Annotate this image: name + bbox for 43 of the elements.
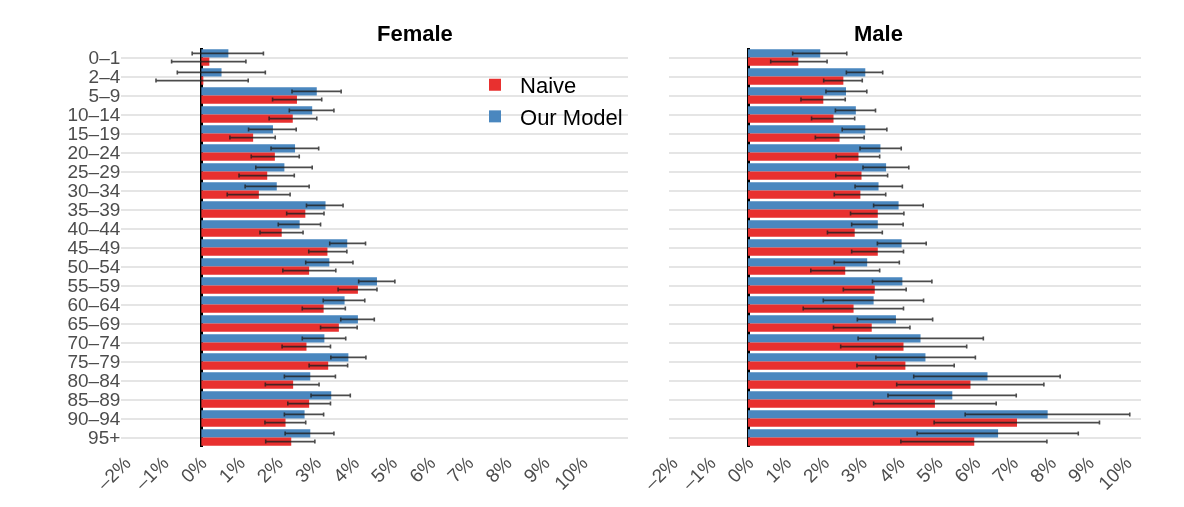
x-tick-label: 4% [874,452,909,487]
y-tick-label: 0–1 [88,47,121,69]
legend-label: Naive [520,73,577,99]
y-tick-label: 95+ [88,427,121,449]
y-tick-label: 50–54 [67,256,121,278]
x-tick-label: 6% [405,452,440,487]
y-tick-label: 65–69 [67,313,121,335]
x-tick-label: 7% [443,452,478,487]
x-tick-label: 1% [761,452,796,487]
chart-title: Female [377,21,453,46]
x-tick-label: 5% [367,452,402,487]
y-tick-label: 5–9 [88,85,121,107]
y-tick-label: 75–79 [67,351,121,373]
x-tick-label: 0% [176,452,211,487]
x-tick-label: 2% [252,452,288,487]
x-tick-label: 0% [723,452,758,487]
x-tick-label: 7% [988,452,1023,487]
y-tick-label: 70–74 [67,332,121,354]
x-tick-label: 3% [290,452,326,487]
x-tick-label: 3% [836,452,872,487]
x-tick-label: 6% [950,452,985,487]
y-tick-label: 10–14 [67,104,121,126]
y-tick-label: 40–44 [67,218,121,240]
y-tick-label: 2–4 [88,66,121,88]
chart-title: Male [854,21,903,46]
x-tick-label: 1% [214,452,250,487]
y-tick-label: 20–24 [67,142,121,164]
y-tick-label: 15–19 [67,123,121,145]
y-tick-label: 30–34 [67,180,121,202]
y-tick-label: 85–89 [67,389,121,411]
x-tick-label: 8% [481,452,516,487]
y-tick-label: 45–49 [67,237,121,259]
x-tick-label: 2% [798,452,834,487]
y-tick-label: 60–64 [67,294,121,316]
x-tick-label: 4% [329,452,364,487]
y-tick-label: 25–29 [67,161,121,183]
x-tick-label: 8% [1025,452,1061,487]
legend-label: Our Model [520,104,623,130]
y-tick-label: 80–84 [67,370,121,392]
y-tick-label: 55–59 [67,275,121,297]
y-tick-label: 90–94 [67,408,121,430]
x-tick-label: 5% [912,452,947,487]
y-tick-label: 35–39 [67,199,121,221]
